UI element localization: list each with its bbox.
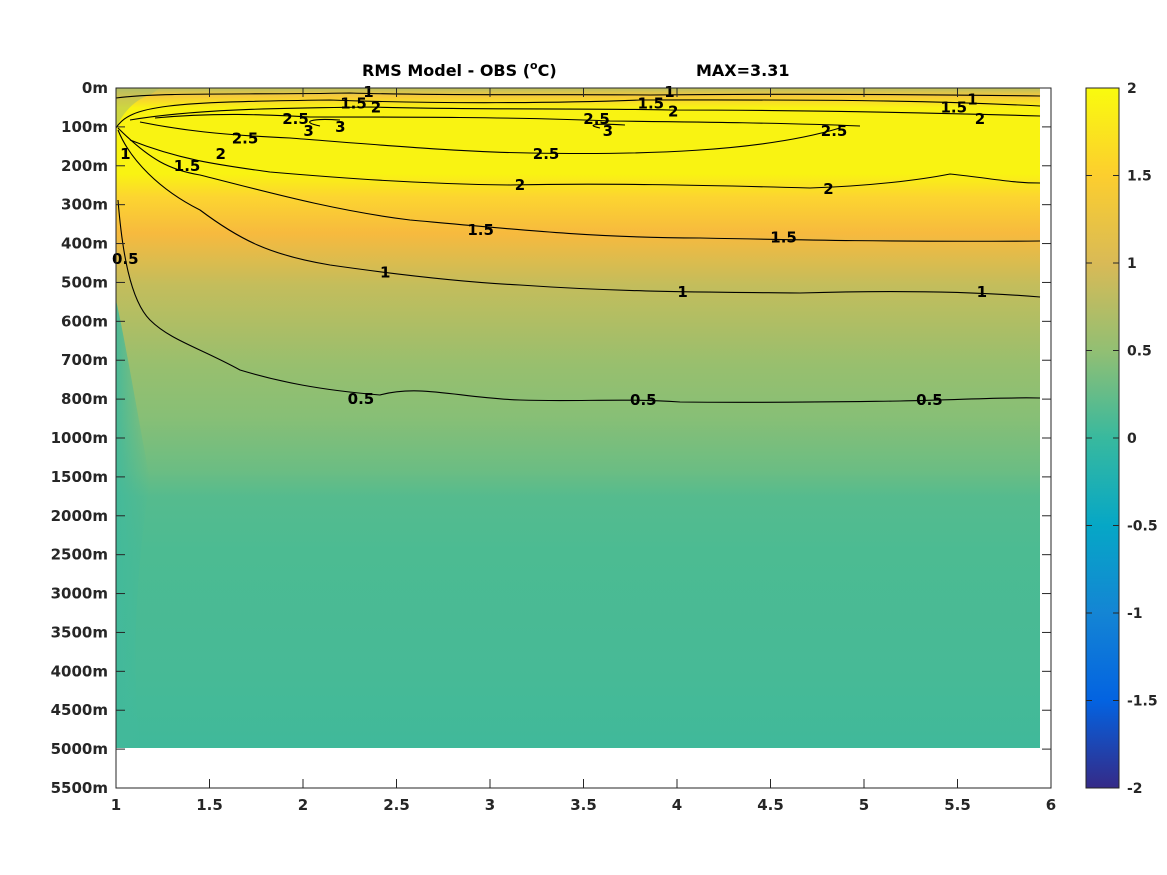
x-tick-label: 3.5: [570, 796, 597, 814]
contour-label: 0.5: [630, 391, 657, 409]
contour-label: 0.5: [348, 390, 375, 408]
contour-label: 1.5: [340, 95, 367, 113]
y-tick-label: 5500m: [51, 779, 108, 797]
y-tick-label: 800m: [61, 390, 108, 408]
y-tick-label: 2500m: [51, 546, 108, 564]
x-tick-label: 2: [298, 796, 308, 814]
y-tick-label: 300m: [61, 196, 108, 214]
contour-label: 1: [380, 264, 390, 282]
y-tick-label: 200m: [61, 157, 108, 175]
contour-2: [129, 139, 1041, 189]
contour-1-top: [115, 92, 1041, 99]
y-axis-ticks: 0m 100m 200m 300m 400m 500m 600m 700m 800m 1000m 1…: [51, 79, 1051, 797]
y-tick-label: 2000m: [51, 507, 108, 525]
y-tick-label: 3500m: [51, 623, 108, 641]
colorbar-tick-label: 0.5: [1127, 344, 1152, 360]
contour-label: 1: [967, 91, 977, 109]
contour-label: 3: [303, 122, 313, 140]
y-tick-label: 700m: [61, 351, 108, 369]
chart-title: RMS Model - OBS (oC): [362, 59, 557, 80]
contour-label: 1: [363, 83, 373, 101]
x-tick-label: 1: [111, 796, 121, 814]
contour-2.5-top: [154, 113, 861, 127]
x-tick-label: 5: [859, 796, 869, 814]
y-tick-label: 400m: [61, 235, 108, 253]
contour-label: 1.5: [770, 229, 797, 247]
contour-label: 2.5: [821, 122, 848, 140]
contour-label: 1.5: [174, 157, 201, 175]
y-tick-label: 600m: [61, 312, 108, 330]
contour-1: [117, 129, 1041, 298]
x-tick-label: 3: [485, 796, 495, 814]
contour-label: 2: [216, 145, 226, 163]
colorbar-tick-label: -0.5: [1127, 519, 1158, 535]
contour-label: 2: [515, 176, 525, 194]
colorbar-tick-label: 1: [1127, 256, 1137, 272]
colorbar-tick-label: -1.5: [1127, 694, 1158, 710]
contour-2-top: [129, 106, 1041, 121]
contour-label: 2.5: [583, 110, 610, 128]
contour-label: 3: [335, 118, 345, 136]
y-tick-label: 3000m: [51, 585, 108, 603]
y-tick-label: 4000m: [51, 662, 108, 680]
y-tick-label: 1000m: [51, 429, 108, 447]
contour-label: 2: [823, 180, 833, 198]
contour-label: 1: [977, 283, 987, 301]
contour-label: 1: [664, 83, 674, 101]
contour-label: 1: [677, 283, 687, 301]
colorbar-ticks: 2 1.5 1 0.5 0 -0.5 -1 -1.5 -2: [1086, 81, 1158, 797]
contour-1.5-top: [115, 99, 1041, 129]
colorbar-tick-label: -1: [1127, 606, 1143, 622]
x-tick-label: 1.5: [196, 796, 223, 814]
colorbar-tick-label: 2: [1127, 81, 1137, 97]
y-tick-label: 0m: [82, 79, 108, 97]
y-tick-label: 5000m: [51, 740, 108, 758]
contour-2.5-mid: [139, 121, 841, 155]
contour-label: 2.5: [232, 130, 259, 148]
x-tick-label: 4: [672, 796, 682, 814]
max-annotation: MAX=3.31: [696, 61, 790, 80]
y-tick-label: 500m: [61, 273, 108, 291]
contour-1.5: [117, 127, 1041, 242]
colorbar-tick-label: 0: [1127, 431, 1137, 447]
contour-label: 3: [603, 122, 613, 140]
contour-lines: [115, 92, 1041, 403]
contour-0.5: [117, 199, 1041, 403]
colorbar-tick-label: -2: [1127, 781, 1143, 797]
x-axis-ticks: 1 1.5 2 2.5 3 3.5 4 4.5 5 5.5 6: [111, 88, 1056, 814]
left-edge-overlay: [116, 300, 150, 748]
y-tick-label: 100m: [61, 118, 108, 136]
contour-3-b: [592, 123, 626, 129]
contour-label: 2.5: [533, 145, 560, 163]
x-tick-label: 5.5: [944, 796, 971, 814]
contour-label: 1.5: [467, 221, 494, 239]
contour-label: 2.5: [282, 110, 309, 128]
contour-label: 1.5: [638, 95, 665, 113]
filled-field: [116, 88, 1040, 748]
contour-label: 2: [371, 98, 381, 116]
contour-label: 2: [668, 102, 678, 120]
x-tick-label: 2.5: [383, 796, 410, 814]
y-tick-label: 1500m: [51, 468, 108, 486]
colorbar-tick-label: 1.5: [1127, 169, 1152, 185]
contour-label: 2: [975, 110, 985, 128]
contour-3-a: [309, 118, 341, 127]
contour-label: 0.5: [112, 250, 139, 268]
upper-left-wedge: [116, 88, 160, 128]
x-tick-label: 4.5: [757, 796, 784, 814]
contour-label: 0.5: [916, 391, 943, 409]
x-tick-label: 6: [1046, 796, 1056, 814]
contour-label: 1: [120, 145, 130, 163]
contour-label: 1.5: [940, 98, 967, 116]
y-tick-label: 4500m: [51, 701, 108, 719]
